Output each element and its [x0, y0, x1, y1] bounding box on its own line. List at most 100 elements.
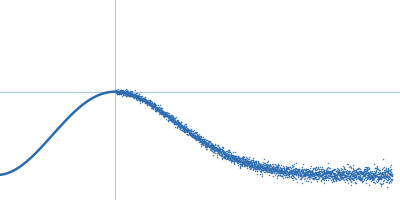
- Point: [217, 146, 223, 149]
- Point: [225, 154, 232, 157]
- Point: [242, 160, 249, 163]
- Point: [270, 166, 277, 169]
- Point: [148, 101, 155, 104]
- Point: [218, 150, 224, 154]
- Point: [266, 168, 273, 171]
- Point: [241, 155, 247, 158]
- Point: [344, 181, 351, 185]
- Point: [171, 120, 178, 123]
- Point: [180, 125, 186, 128]
- Point: [254, 165, 260, 168]
- Point: [236, 160, 242, 163]
- Point: [344, 174, 350, 177]
- Point: [139, 97, 145, 100]
- Point: [118, 91, 124, 94]
- Point: [376, 171, 383, 174]
- Point: [362, 176, 369, 180]
- Point: [225, 153, 231, 157]
- Point: [161, 115, 167, 118]
- Point: [378, 177, 384, 180]
- Point: [334, 172, 340, 175]
- Point: [185, 129, 192, 133]
- Point: [348, 173, 355, 176]
- Point: [130, 95, 136, 99]
- Point: [332, 174, 339, 177]
- Point: [294, 171, 301, 174]
- Point: [250, 159, 256, 162]
- Point: [284, 168, 290, 171]
- Point: [149, 106, 156, 110]
- Point: [256, 163, 263, 166]
- Point: [367, 176, 373, 180]
- Point: [351, 175, 358, 178]
- Point: [311, 174, 318, 177]
- Point: [226, 151, 233, 154]
- Point: [112, 90, 119, 94]
- Point: [176, 121, 182, 124]
- Point: [138, 94, 145, 97]
- Point: [124, 93, 130, 96]
- Point: [343, 170, 349, 173]
- Point: [259, 163, 266, 166]
- Point: [354, 168, 361, 171]
- Point: [361, 178, 368, 182]
- Point: [356, 166, 362, 169]
- Point: [250, 158, 256, 161]
- Point: [234, 158, 240, 161]
- Point: [190, 133, 196, 136]
- Point: [333, 178, 339, 181]
- Point: [164, 116, 171, 120]
- Point: [260, 169, 267, 172]
- Point: [136, 97, 142, 100]
- Point: [363, 181, 369, 185]
- Point: [298, 172, 305, 175]
- Point: [362, 171, 369, 175]
- Point: [333, 176, 340, 179]
- Point: [311, 170, 318, 173]
- Point: [370, 176, 376, 179]
- Point: [170, 119, 176, 122]
- Point: [209, 145, 216, 148]
- Point: [327, 178, 334, 181]
- Point: [230, 159, 236, 162]
- Point: [278, 169, 285, 173]
- Point: [334, 178, 340, 181]
- Point: [272, 169, 278, 172]
- Point: [336, 171, 342, 174]
- Point: [194, 135, 200, 138]
- Point: [288, 167, 294, 170]
- Point: [139, 96, 146, 100]
- Point: [277, 169, 283, 172]
- Point: [375, 176, 381, 179]
- Point: [352, 182, 358, 185]
- Point: [121, 91, 128, 95]
- Point: [166, 116, 172, 119]
- Point: [237, 161, 244, 164]
- Point: [369, 178, 375, 181]
- Point: [224, 156, 231, 159]
- Point: [168, 114, 175, 118]
- Point: [208, 146, 215, 150]
- Point: [175, 125, 182, 128]
- Point: [206, 143, 213, 146]
- Point: [350, 169, 356, 173]
- Point: [210, 151, 217, 154]
- Point: [372, 174, 379, 178]
- Point: [138, 97, 144, 100]
- Point: [194, 134, 201, 137]
- Point: [357, 177, 364, 181]
- Point: [126, 94, 132, 97]
- Point: [307, 174, 314, 177]
- Point: [214, 146, 220, 149]
- Point: [258, 164, 265, 167]
- Point: [170, 122, 177, 125]
- Point: [207, 143, 214, 146]
- Point: [343, 174, 350, 177]
- Point: [206, 139, 212, 142]
- Point: [184, 129, 190, 132]
- Point: [373, 170, 380, 173]
- Point: [359, 179, 366, 182]
- Point: [336, 178, 342, 182]
- Point: [217, 149, 224, 152]
- Point: [246, 155, 253, 159]
